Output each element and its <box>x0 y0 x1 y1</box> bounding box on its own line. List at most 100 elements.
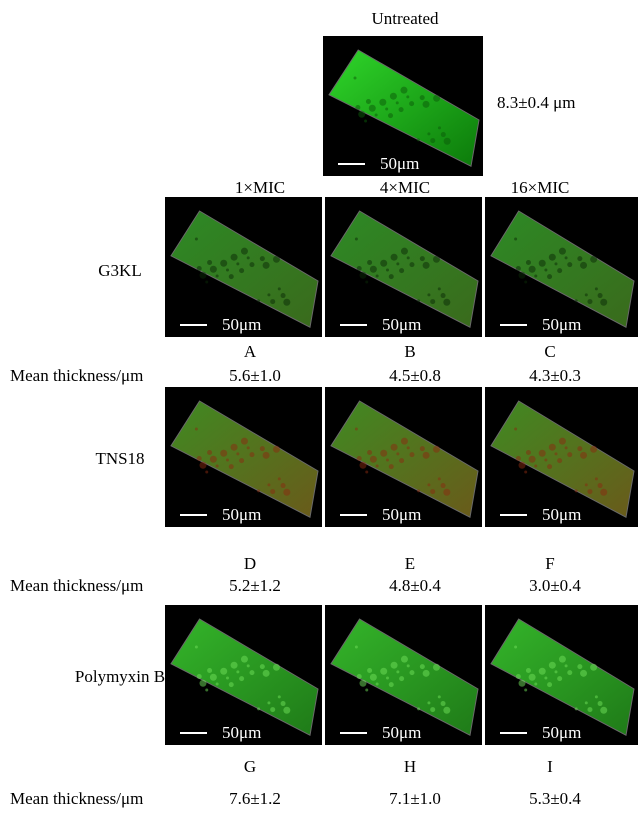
panel-thickness: 7.6±1.2 <box>229 789 281 808</box>
untreated-thickness: 8.3±0.4 μm <box>497 93 575 112</box>
texture <box>420 446 425 451</box>
texture <box>430 299 435 304</box>
texture <box>417 138 420 141</box>
texture <box>565 256 568 259</box>
panel-letter: H <box>404 757 416 776</box>
texture <box>357 674 362 679</box>
texture <box>444 138 451 145</box>
texture <box>524 688 527 691</box>
texture <box>220 668 227 675</box>
texture <box>249 670 254 675</box>
panel-thickness: 5.2±1.2 <box>229 576 281 595</box>
texture <box>364 119 367 122</box>
texture <box>207 260 212 265</box>
texture <box>427 483 430 486</box>
texture <box>197 456 202 461</box>
texture <box>391 254 398 261</box>
texture <box>600 489 607 496</box>
texture <box>396 101 399 104</box>
texture <box>389 464 394 469</box>
texture <box>239 458 244 463</box>
texture <box>229 682 234 687</box>
texture <box>229 464 234 469</box>
texture <box>544 268 547 271</box>
texture <box>547 274 552 279</box>
texture <box>423 452 430 459</box>
texture <box>226 268 229 271</box>
texture <box>557 268 562 273</box>
texture <box>420 664 425 669</box>
texture <box>554 262 557 265</box>
texture <box>433 256 440 263</box>
texture <box>241 438 248 445</box>
texture <box>430 489 435 494</box>
concentration: 16×MIC <box>511 178 570 197</box>
texture <box>430 707 435 712</box>
texture <box>281 483 286 488</box>
texture <box>516 456 521 461</box>
texture <box>376 464 379 467</box>
texture <box>396 452 399 455</box>
texture <box>427 293 430 296</box>
texture <box>231 444 238 451</box>
texture <box>519 680 526 687</box>
texture <box>216 274 219 277</box>
texture <box>247 446 250 449</box>
texture <box>534 274 537 277</box>
texture <box>241 248 248 255</box>
texture <box>386 676 389 679</box>
texture <box>423 670 430 677</box>
texture <box>375 113 378 116</box>
texture <box>273 256 280 263</box>
texture <box>197 674 202 679</box>
texture <box>438 477 441 480</box>
texture <box>400 87 407 94</box>
texture <box>220 450 227 457</box>
texture <box>367 668 372 673</box>
texture <box>514 428 517 431</box>
texture <box>600 707 607 714</box>
texture <box>590 664 597 671</box>
texture <box>355 646 358 649</box>
scale-bar-label: 50μm <box>222 505 261 524</box>
texture <box>376 682 379 685</box>
texture <box>549 254 556 261</box>
texture <box>417 707 420 710</box>
texture <box>260 256 265 261</box>
texture <box>567 670 572 675</box>
texture <box>407 446 410 449</box>
texture <box>270 489 275 494</box>
texture <box>270 299 275 304</box>
texture <box>409 262 414 267</box>
texture <box>263 452 270 459</box>
texture <box>370 674 377 681</box>
texture <box>438 695 441 698</box>
row-label: G3KL <box>98 261 141 280</box>
texture <box>396 670 399 673</box>
texture <box>359 272 366 279</box>
texture <box>409 452 414 457</box>
texture <box>585 293 588 296</box>
texture <box>600 299 607 306</box>
panel-letter: F <box>545 554 554 573</box>
texture <box>376 274 379 277</box>
texture <box>386 458 389 461</box>
texture <box>365 470 368 473</box>
texture <box>205 280 208 283</box>
texture <box>580 452 587 459</box>
texture <box>443 299 450 306</box>
texture <box>199 462 206 469</box>
texture <box>210 456 217 463</box>
texture <box>399 107 404 112</box>
texture <box>519 462 526 469</box>
panel-letter: D <box>244 554 256 573</box>
texture <box>401 656 408 663</box>
texture <box>407 664 410 667</box>
texture <box>231 662 238 669</box>
thickness-label: Mean thickness/μm <box>10 576 143 595</box>
texture <box>359 680 366 687</box>
panel-thickness: 4.5±0.8 <box>389 366 441 385</box>
texture <box>423 262 430 269</box>
texture <box>590 256 597 263</box>
texture <box>380 450 387 457</box>
